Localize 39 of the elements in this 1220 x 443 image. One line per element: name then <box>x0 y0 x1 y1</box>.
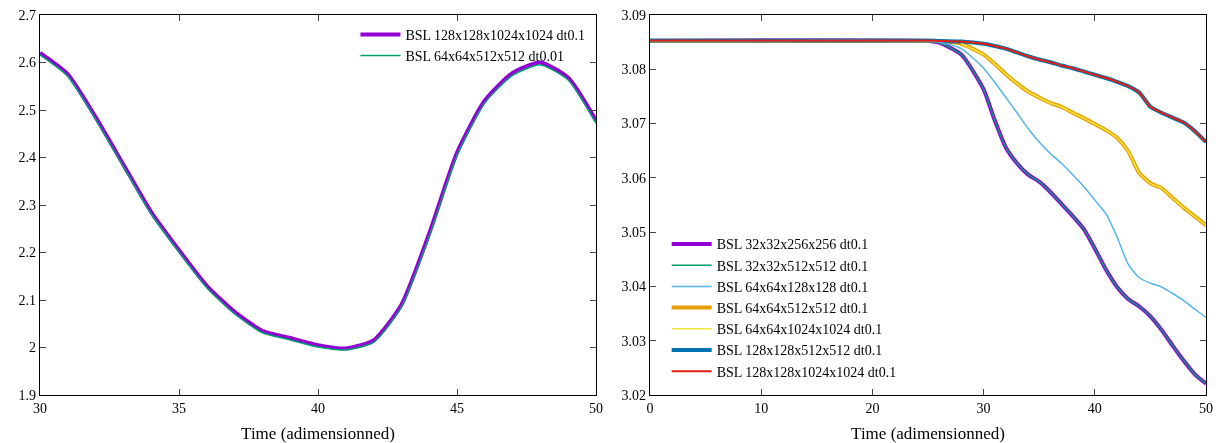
y-tick-label: 2.3 <box>18 197 36 213</box>
legend-label: BSL 128x128x1024x1024 dt0.1 <box>405 27 585 43</box>
legend-label: BSL 32x32x512x512 dt0.1 <box>716 258 869 274</box>
y-tick-label: 2 <box>29 340 36 356</box>
x-axis-title: Time (adimensionned) <box>851 424 1005 443</box>
legend-label: BSL 32x32x256x256 dt0.1 <box>716 237 869 253</box>
y-tick-label: 3.05 <box>621 225 646 241</box>
x-tick-label: 45 <box>450 401 464 416</box>
x-tick-label: 35 <box>172 401 186 416</box>
y-tick-label: 2.6 <box>18 55 36 71</box>
y-tick-label: 3.08 <box>621 62 646 78</box>
y-tick-label: 2.4 <box>18 150 36 166</box>
y-tick-label: 3.07 <box>621 116 646 132</box>
x-tick-label: 30 <box>976 401 991 416</box>
y-tick-label: 3.03 <box>621 333 646 349</box>
y-tick-label: 3.02 <box>621 387 646 403</box>
y-tick-label: 2.5 <box>18 102 36 118</box>
y-tick-label: 2.1 <box>18 292 36 308</box>
legend-label: BSL 64x64x128x128 dt0.1 <box>716 279 869 295</box>
x-axis-title: Time (adimensionned) <box>241 424 395 443</box>
x-tick-label: 20 <box>865 401 880 416</box>
y-tick-label: 3.04 <box>621 279 646 295</box>
x-tick-label: 50 <box>589 401 603 416</box>
x-tick-label: 40 <box>311 401 325 416</box>
legend-label: BSL 64x64x512x512 dt0.01 <box>405 49 564 65</box>
legend-label: BSL 128x128x512x512 dt0.1 <box>716 343 883 359</box>
x-tick-label: 30 <box>33 401 47 416</box>
x-tick-label: 40 <box>1087 401 1102 416</box>
y-tick-label: 2.2 <box>18 245 36 261</box>
x-tick-label: 10 <box>754 401 769 416</box>
x-tick-label: 50 <box>1199 401 1213 416</box>
y-tick-label: 2.7 <box>18 7 36 23</box>
y-tick-label: 1.9 <box>18 387 36 403</box>
legend-label: BSL 64x64x1024x1024 dt0.1 <box>716 322 883 338</box>
legend-label: BSL 128x128x1024x1024 dt0.1 <box>716 364 897 380</box>
y-tick-label: 3.06 <box>621 170 646 186</box>
x-tick-label: 0 <box>646 401 654 416</box>
y-tick-label: 3.09 <box>621 7 646 23</box>
legend-label: BSL 64x64x512x512 dt0.1 <box>716 301 869 317</box>
